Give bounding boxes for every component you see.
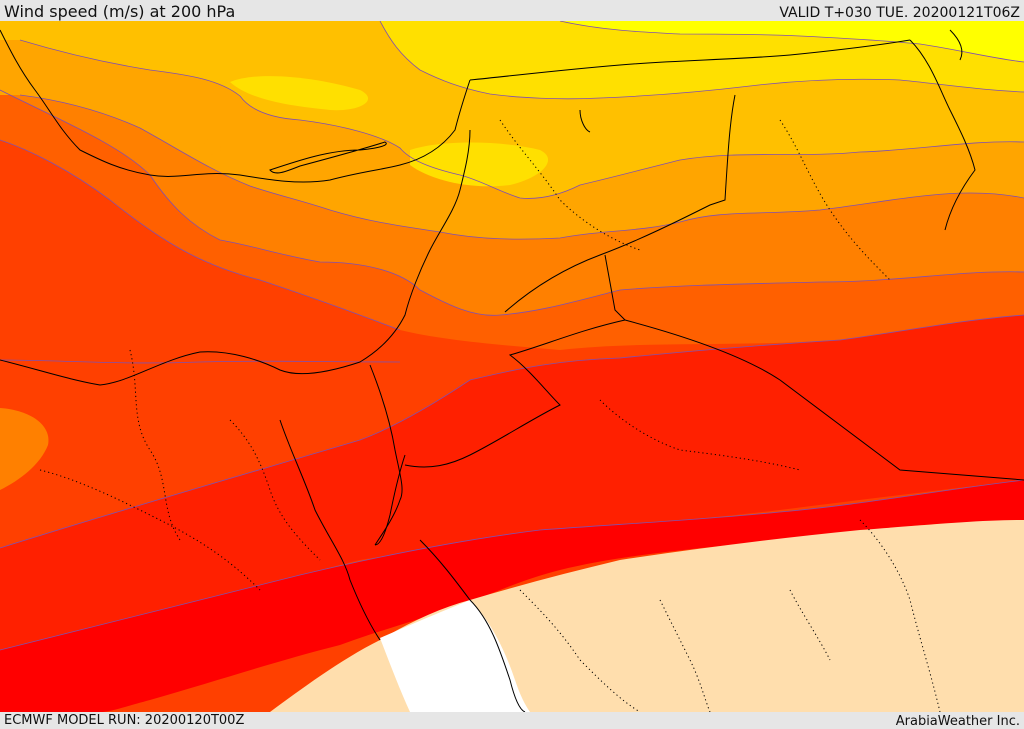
contour-lines [0, 21, 1024, 651]
field-no-data [380, 600, 530, 712]
map-title: Wind speed (m/s) at 200 hPa [4, 2, 236, 21]
field-pocket-east [410, 142, 549, 187]
field-band-8 [0, 315, 1024, 650]
field-band-1 [560, 21, 1024, 62]
field-pocket-west [0, 408, 49, 490]
footer-bar: ECMWF MODEL RUN: 20200120T00Z ArabiaWeat… [0, 712, 1024, 729]
valid-time-label: VALID T+030 TUE. 20200121T06Z [779, 5, 1020, 21]
wind-speed-map[interactable] [0, 21, 1024, 712]
credit-label: ArabiaWeather Inc. [895, 714, 1020, 729]
header-bar: Wind speed (m/s) at 200 hPa VALID T+030 … [0, 0, 1024, 21]
model-run-label: ECMWF MODEL RUN: 20200120T00Z [4, 713, 245, 728]
field-pocket-north [230, 76, 369, 111]
field-band-strongest [0, 480, 1024, 712]
admin-boundaries [39, 119, 941, 712]
coastlines [0, 29, 1024, 712]
field-pocket-small [204, 138, 221, 155]
